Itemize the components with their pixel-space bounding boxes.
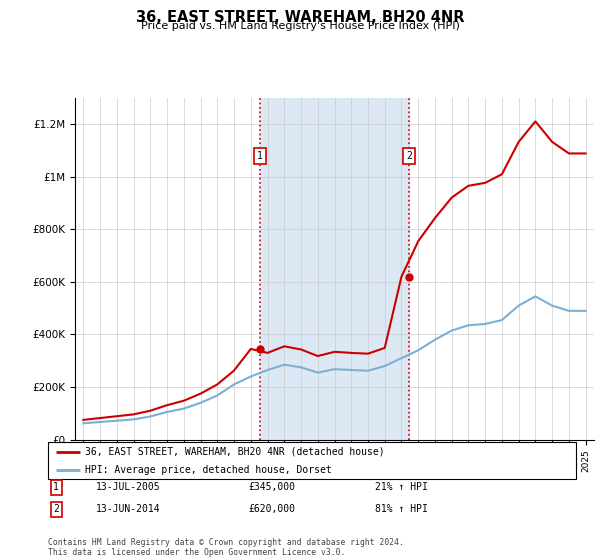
Text: 2: 2 bbox=[406, 151, 412, 161]
Text: Contains HM Land Registry data © Crown copyright and database right 2024.
This d: Contains HM Land Registry data © Crown c… bbox=[48, 538, 404, 557]
Text: £345,000: £345,000 bbox=[248, 482, 296, 492]
Text: Price paid vs. HM Land Registry's House Price Index (HPI): Price paid vs. HM Land Registry's House … bbox=[140, 21, 460, 31]
Text: 13-JUN-2014: 13-JUN-2014 bbox=[95, 505, 160, 515]
Text: 13-JUL-2005: 13-JUL-2005 bbox=[95, 482, 160, 492]
Text: 36, EAST STREET, WAREHAM, BH20 4NR (detached house): 36, EAST STREET, WAREHAM, BH20 4NR (deta… bbox=[85, 446, 385, 456]
Text: £620,000: £620,000 bbox=[248, 505, 296, 515]
Text: 36, EAST STREET, WAREHAM, BH20 4NR: 36, EAST STREET, WAREHAM, BH20 4NR bbox=[136, 10, 464, 25]
Text: 21% ↑ HPI: 21% ↑ HPI bbox=[376, 482, 428, 492]
Text: 1: 1 bbox=[53, 482, 59, 492]
Text: 81% ↑ HPI: 81% ↑ HPI bbox=[376, 505, 428, 515]
Bar bbox=[260, 98, 409, 440]
Text: 1: 1 bbox=[257, 151, 263, 161]
Text: 2: 2 bbox=[53, 505, 59, 515]
Text: HPI: Average price, detached house, Dorset: HPI: Average price, detached house, Dors… bbox=[85, 465, 332, 475]
